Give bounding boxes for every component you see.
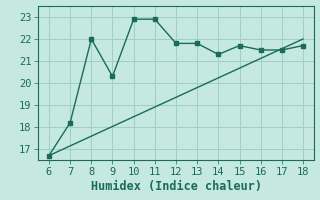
X-axis label: Humidex (Indice chaleur): Humidex (Indice chaleur) <box>91 180 261 193</box>
